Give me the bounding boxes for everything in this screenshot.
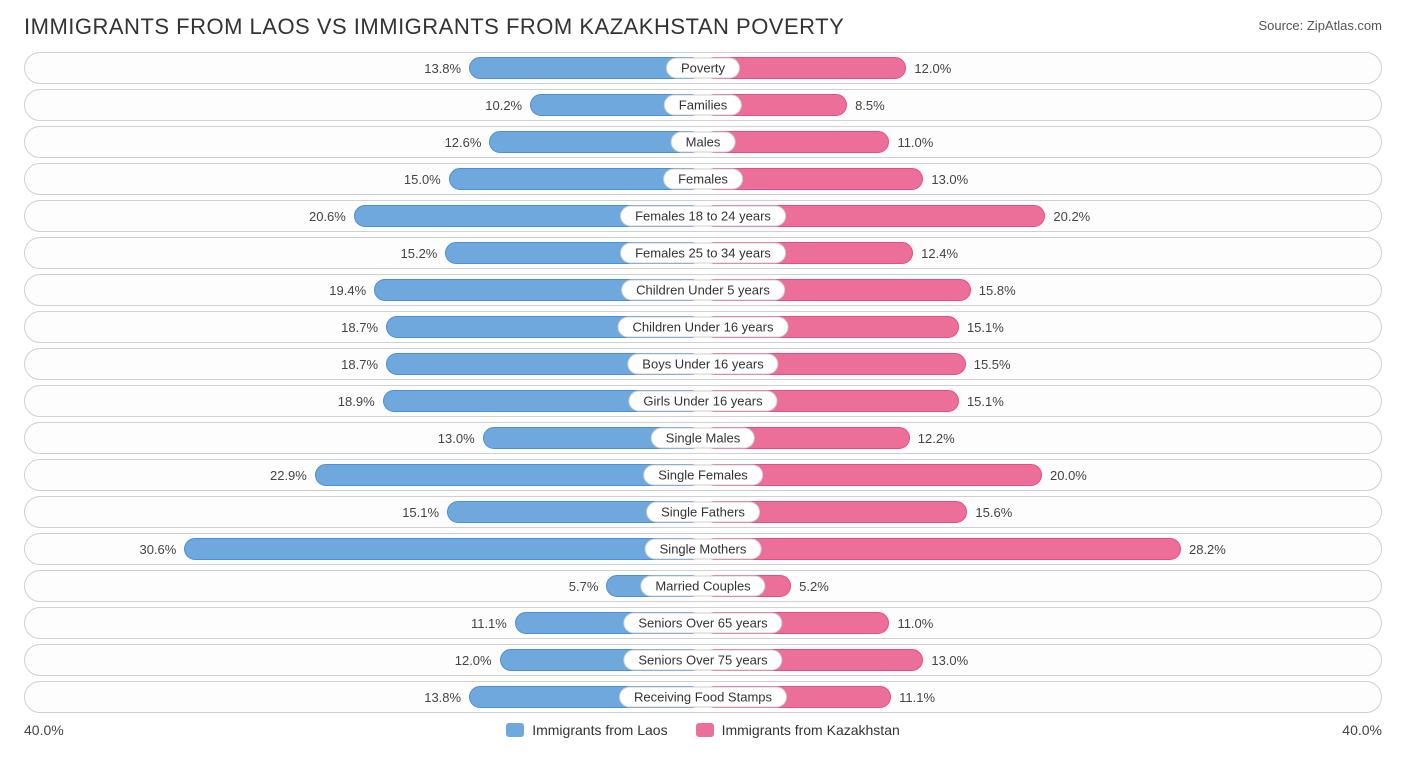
chart-row: 5.7% 5.2% Married Couples bbox=[24, 570, 1382, 602]
category-label: Children Under 16 years bbox=[618, 317, 789, 338]
chart-row: 19.4% 15.8% Children Under 5 years bbox=[24, 274, 1382, 306]
chart-row: 15.2% 12.4% Females 25 to 34 years bbox=[24, 237, 1382, 269]
category-label: Girls Under 16 years bbox=[628, 391, 777, 412]
value-left: 13.8% bbox=[424, 682, 461, 712]
value-right: 28.2% bbox=[1189, 534, 1226, 564]
chart-row: 10.2% 8.5% Families bbox=[24, 89, 1382, 121]
value-left: 13.0% bbox=[438, 423, 475, 453]
chart-row: 18.7% 15.5% Boys Under 16 years bbox=[24, 348, 1382, 380]
value-right: 12.4% bbox=[921, 238, 958, 268]
category-label: Seniors Over 75 years bbox=[623, 650, 782, 671]
value-right: 15.6% bbox=[975, 497, 1012, 527]
value-left: 20.6% bbox=[309, 201, 346, 231]
category-label: Females bbox=[663, 169, 743, 190]
value-left: 5.7% bbox=[569, 571, 599, 601]
value-left: 10.2% bbox=[485, 90, 522, 120]
chart-row: 20.6% 20.2% Females 18 to 24 years bbox=[24, 200, 1382, 232]
value-left: 12.0% bbox=[455, 645, 492, 675]
legend-label-right: Immigrants from Kazakhstan bbox=[722, 722, 900, 738]
category-label: Seniors Over 65 years bbox=[623, 613, 782, 634]
value-right: 13.0% bbox=[931, 164, 968, 194]
value-right: 8.5% bbox=[855, 90, 885, 120]
category-label: Single Males bbox=[651, 428, 755, 449]
value-left: 19.4% bbox=[329, 275, 366, 305]
category-label: Females 18 to 24 years bbox=[620, 206, 786, 227]
category-label: Boys Under 16 years bbox=[627, 354, 778, 375]
chart-row: 11.1% 11.0% Seniors Over 65 years bbox=[24, 607, 1382, 639]
value-right: 11.0% bbox=[897, 608, 933, 638]
bar-right bbox=[703, 538, 1181, 560]
axis-left-max: 40.0% bbox=[24, 722, 64, 738]
value-left: 30.6% bbox=[139, 534, 176, 564]
bar-left bbox=[184, 538, 703, 560]
value-left: 13.8% bbox=[424, 53, 461, 83]
chart-row: 15.1% 15.6% Single Fathers bbox=[24, 496, 1382, 528]
value-left: 18.7% bbox=[341, 349, 378, 379]
value-right: 12.0% bbox=[914, 53, 951, 83]
category-label: Families bbox=[664, 95, 742, 116]
chart-row: 18.7% 15.1% Children Under 16 years bbox=[24, 311, 1382, 343]
value-right: 12.2% bbox=[918, 423, 955, 453]
chart-row: 30.6% 28.2% Single Mothers bbox=[24, 533, 1382, 565]
category-label: Females 25 to 34 years bbox=[620, 243, 786, 264]
legend: Immigrants from Laos Immigrants from Kaz… bbox=[506, 722, 900, 738]
value-left: 15.1% bbox=[402, 497, 439, 527]
value-right: 15.5% bbox=[974, 349, 1011, 379]
value-left: 18.7% bbox=[341, 312, 378, 342]
value-right: 15.8% bbox=[979, 275, 1016, 305]
chart-row: 15.0% 13.0% Females bbox=[24, 163, 1382, 195]
value-right: 15.1% bbox=[967, 386, 1004, 416]
chart-row: 22.9% 20.0% Single Females bbox=[24, 459, 1382, 491]
value-left: 22.9% bbox=[270, 460, 307, 490]
value-left: 15.2% bbox=[401, 238, 438, 268]
value-right: 20.2% bbox=[1053, 201, 1090, 231]
chart-row: 12.6% 11.0% Males bbox=[24, 126, 1382, 158]
value-left: 18.9% bbox=[338, 386, 375, 416]
value-right: 20.0% bbox=[1050, 460, 1087, 490]
source-prefix: Source: bbox=[1258, 18, 1306, 33]
legend-item-left: Immigrants from Laos bbox=[506, 722, 667, 738]
axis-right-max: 40.0% bbox=[1342, 722, 1382, 738]
legend-item-right: Immigrants from Kazakhstan bbox=[696, 722, 900, 738]
category-label: Receiving Food Stamps bbox=[619, 687, 787, 708]
category-label: Married Couples bbox=[640, 576, 765, 597]
chart-title: IMMIGRANTS FROM LAOS VS IMMIGRANTS FROM … bbox=[24, 14, 844, 40]
legend-swatch-left bbox=[506, 723, 524, 737]
source-name: ZipAtlas.com bbox=[1307, 18, 1382, 33]
value-left: 11.1% bbox=[471, 608, 507, 638]
chart-source: Source: ZipAtlas.com bbox=[1258, 14, 1382, 33]
category-label: Single Mothers bbox=[645, 539, 762, 560]
category-label: Children Under 5 years bbox=[621, 280, 785, 301]
value-right: 11.0% bbox=[897, 127, 933, 157]
category-label: Single Females bbox=[643, 465, 763, 486]
chart-row: 12.0% 13.0% Seniors Over 75 years bbox=[24, 644, 1382, 676]
value-left: 15.0% bbox=[404, 164, 441, 194]
legend-label-left: Immigrants from Laos bbox=[532, 722, 667, 738]
value-right: 11.1% bbox=[899, 682, 935, 712]
value-right: 5.2% bbox=[799, 571, 829, 601]
chart-row: 13.0% 12.2% Single Males bbox=[24, 422, 1382, 454]
value-left: 12.6% bbox=[445, 127, 482, 157]
chart-row: 18.9% 15.1% Girls Under 16 years bbox=[24, 385, 1382, 417]
chart-row: 13.8% 11.1% Receiving Food Stamps bbox=[24, 681, 1382, 713]
value-right: 15.1% bbox=[967, 312, 1004, 342]
chart-row: 13.8% 12.0% Poverty bbox=[24, 52, 1382, 84]
legend-swatch-right bbox=[696, 723, 714, 737]
value-right: 13.0% bbox=[931, 645, 968, 675]
category-label: Single Fathers bbox=[646, 502, 760, 523]
category-label: Males bbox=[671, 132, 736, 153]
diverging-bar-chart: 13.8%12.0%Poverty10.2%8.5%Families12.6%1… bbox=[0, 48, 1406, 713]
category-label: Poverty bbox=[666, 58, 740, 79]
